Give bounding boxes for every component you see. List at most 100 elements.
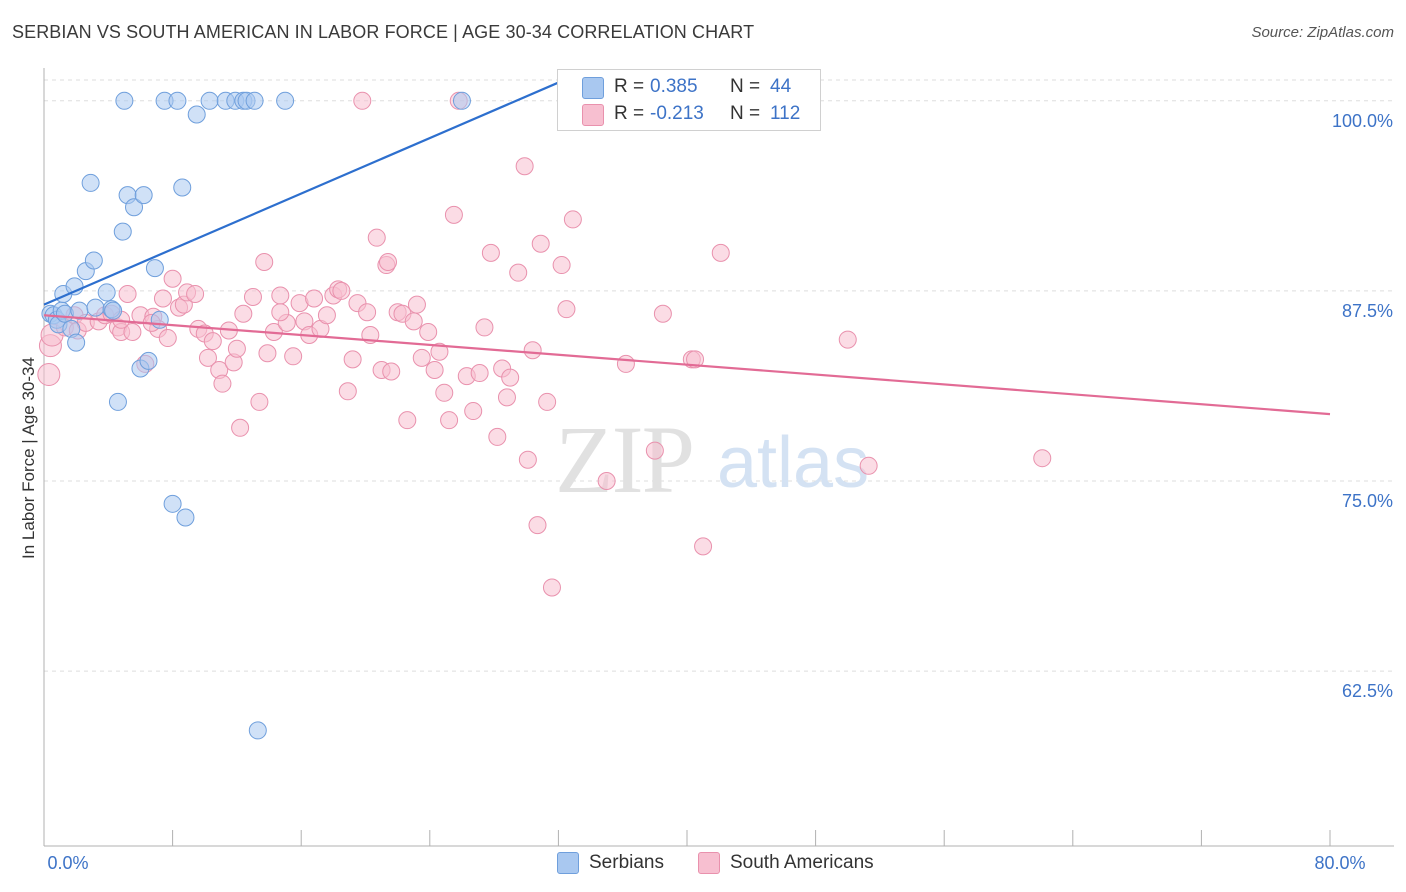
south-americans-point-111 xyxy=(358,303,377,322)
serbians-legend-label: Serbians xyxy=(589,852,664,873)
south-americans-point-13 xyxy=(123,322,142,341)
serbians-point-43 xyxy=(104,301,123,320)
south-americans-point-79 xyxy=(475,318,494,337)
serbians-point-28 xyxy=(163,494,182,513)
south-americans-point-41 xyxy=(271,286,290,305)
south-americans-point-71 xyxy=(430,342,449,361)
serbians-point-30 xyxy=(173,178,192,197)
south-americans-point-19 xyxy=(158,329,177,348)
serbians-point-39 xyxy=(245,91,264,110)
axes xyxy=(43,68,1394,847)
south-americans-n-label: N = xyxy=(730,103,761,124)
south-americans-point-38 xyxy=(255,253,274,272)
serbians-point-19 xyxy=(115,91,134,110)
south-americans-points xyxy=(37,91,1052,597)
south-americans-point-65 xyxy=(398,411,417,430)
serbians-r-label: R = xyxy=(614,76,645,97)
south-americans-point-33 xyxy=(227,339,246,358)
south-americans-point-27 xyxy=(198,348,217,367)
source-credit: Source: ZipAtlas.com xyxy=(1251,24,1394,41)
south-americans-point-53 xyxy=(338,382,357,401)
south-americans-point-103 xyxy=(694,537,713,556)
south-americans-point-97 xyxy=(597,472,616,491)
serbians-point-26 xyxy=(150,310,169,329)
south-americans-point-87 xyxy=(518,450,537,469)
grid-lines xyxy=(44,79,1394,672)
south-americans-point-18 xyxy=(153,289,172,308)
serbians-point-13 xyxy=(84,251,103,270)
south-americans-point-107 xyxy=(1033,449,1052,468)
y-tick-label-1: 75.0% xyxy=(1342,491,1393,511)
south-americans-r-label: R = xyxy=(614,103,645,124)
south-americans-point-56 xyxy=(353,91,372,110)
south-americans-point-89 xyxy=(528,516,547,535)
south-americans-point-83 xyxy=(497,388,516,407)
serbians-point-32 xyxy=(187,105,206,124)
serbians-point-38 xyxy=(248,721,267,740)
south-americans-point-90 xyxy=(531,234,550,253)
south-americans-r-value: -0.213 xyxy=(650,103,704,124)
serbians-r-value: 0.385 xyxy=(650,76,698,97)
south-americans-point-28 xyxy=(203,332,222,351)
serbians-point-21 xyxy=(125,198,144,217)
south-americans-legend-label: South Americans xyxy=(730,852,874,873)
serbians-n-label: N = xyxy=(730,76,761,97)
south-americans-point-93 xyxy=(552,256,571,275)
south-americans-point-43 xyxy=(284,347,303,366)
south-americans-point-52 xyxy=(332,281,351,300)
y-tick-label-2: 87.5% xyxy=(1342,301,1393,321)
south-americans-point-34 xyxy=(231,418,250,437)
south-americans-point-70 xyxy=(425,360,444,379)
south-americans-point-61 xyxy=(379,253,398,272)
correlation-legend: R = 0.385 N = 44 R = -0.213 N = 112 xyxy=(557,69,821,131)
serbians-point-17 xyxy=(108,392,127,411)
south-americans-point-37 xyxy=(250,392,269,411)
south-americans-point-24 xyxy=(186,284,205,303)
south-americans-point-102 xyxy=(686,350,705,369)
south-americans-point-30 xyxy=(213,374,232,393)
serbians-swatch xyxy=(582,77,604,99)
watermark-atlas: atlas xyxy=(717,423,869,503)
serbians-point-23 xyxy=(134,186,153,205)
serbians-point-14 xyxy=(86,298,105,317)
south-americans-point-86 xyxy=(515,157,534,176)
south-americans-point-0 xyxy=(37,363,61,387)
south-americans-point-20 xyxy=(163,269,182,288)
south-americans-point-66 xyxy=(404,312,423,331)
serbians-point-25 xyxy=(145,259,164,278)
x-tick-label-0: 0.0% xyxy=(47,853,88,873)
south-americans-point-67 xyxy=(407,295,426,314)
serbians-point-24 xyxy=(139,351,158,370)
south-americans-point-78 xyxy=(470,364,489,383)
south-americans-point-80 xyxy=(481,243,500,262)
south-americans-point-72 xyxy=(435,383,454,402)
south-americans-point-74 xyxy=(444,205,463,224)
south-americans-point-36 xyxy=(243,287,262,306)
south-americans-point-77 xyxy=(464,402,483,421)
y-tick-label-3: 100.0% xyxy=(1332,111,1393,131)
serbians-point-29 xyxy=(168,91,187,110)
south-americans-point-88 xyxy=(523,341,542,360)
serbians-point-15 xyxy=(97,283,116,302)
x-tick-label-1: 80.0% xyxy=(1314,853,1365,873)
south-americans-point-95 xyxy=(563,210,582,229)
south-americans-point-81 xyxy=(488,427,507,446)
south-americans-point-12 xyxy=(118,284,137,303)
south-americans-point-94 xyxy=(557,300,576,319)
serbians-point-6 xyxy=(55,304,74,323)
south-americans-point-85 xyxy=(509,263,528,282)
south-americans-point-35 xyxy=(234,304,253,323)
serbians-point-40 xyxy=(276,91,295,110)
watermark-zip: ZIP xyxy=(555,406,693,513)
y-tick-label-0: 62.5% xyxy=(1342,681,1393,701)
south-americans-point-49 xyxy=(317,306,336,325)
south-americans-n-value: 112 xyxy=(770,103,801,124)
south-americans-point-105 xyxy=(838,330,857,349)
south-americans-point-99 xyxy=(645,441,664,460)
trend-lines xyxy=(43,81,1331,416)
south-americans-trend-line xyxy=(43,314,1331,416)
south-americans-point-69 xyxy=(419,322,438,341)
south-americans-point-54 xyxy=(343,350,362,369)
y-axis-label: In Labor Force | Age 30-34 xyxy=(19,357,38,559)
